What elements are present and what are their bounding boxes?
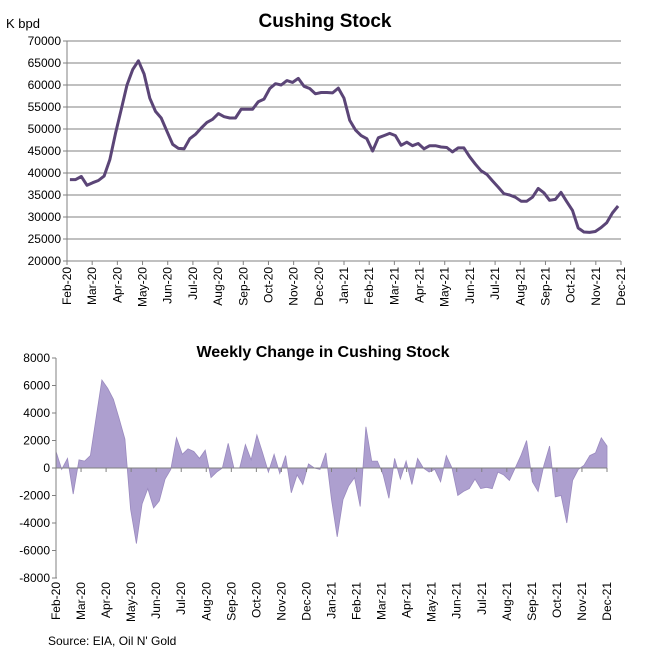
chart2-x-tick-label: Jul-20: [174, 582, 188, 615]
chart2-y-tick-label: 8000: [23, 351, 50, 365]
chart1-x-tick-label: Nov-20: [287, 267, 301, 306]
chart1-x-tick-label: Jul-20: [186, 267, 200, 300]
chart1-x-tick-label: Oct-20: [261, 267, 275, 303]
chart1-y-ticks: 20000 25000 30000 35000 40000 45000 50000 55000…: [28, 34, 67, 268]
chart1-x-tick-label: Dec-21: [614, 267, 628, 306]
chart1-x-tick-label: Dec-20: [312, 267, 326, 306]
chart1-x-tick-label: Sep-21: [538, 267, 552, 306]
chart2-x-tick-label: Apr-21: [400, 582, 414, 618]
chart1-y-tick-label: 20000: [28, 254, 62, 268]
chart2-x-tick-label: Jan-21: [325, 582, 339, 619]
chart1-y-tick-label: 35000: [28, 188, 62, 202]
source-note: Source: EIA, Oil N' Gold: [48, 634, 177, 648]
chart1-x-tick-label: Nov-21: [589, 267, 603, 306]
chart2-y-tick-label: -4000: [19, 516, 50, 530]
chart1-y-tick-label: 30000: [28, 210, 62, 224]
chart1-y-tick-label: 65000: [28, 56, 62, 70]
chart1-x-tick-label: Mar-20: [85, 267, 99, 305]
chart2-y-tick-label: -8000: [19, 571, 50, 585]
chart2-x-tick-label: Mar-21: [375, 582, 389, 620]
cushing-stock-chart: Cushing Stock K bpd 20000 25000 30000 35000…: [6, 11, 628, 308]
chart1-x-tick-label: Oct-21: [564, 267, 578, 303]
chart2-y-tick-label: -6000: [19, 544, 50, 558]
chart1-y-tick-label: 45000: [28, 144, 62, 158]
chart1-x-tick-label: Jun-20: [161, 267, 175, 304]
cushing-stock-line: [69, 59, 620, 234]
chart2-x-tick-label: Apr-20: [99, 582, 113, 618]
chart2-x-tick-label: Dec-20: [299, 582, 313, 621]
chart2-x-tick-label: Aug-20: [199, 582, 213, 621]
weekly-change-area: [55, 378, 608, 544]
chart2-title: Weekly Change in Cushing Stock: [196, 344, 449, 361]
chart2-x-tick-label: May-21: [425, 582, 439, 622]
chart1-x-ticks: Feb-20 Mar-20 Apr-20 May-20 Jun-20 Jul-20 Aug-…: [60, 261, 628, 307]
chart1-x-tick-label: May-21: [438, 267, 452, 307]
weekly-change-chart: Weekly Change in Cushing Stock -8000 -600…: [0, 330, 653, 630]
chart1-x-tick-label: Jan-21: [337, 267, 351, 304]
chart2-x-tick-label: Feb-21: [350, 582, 364, 620]
chart2-y-tick-label: 6000: [23, 379, 50, 393]
chart1-y-tick-label: 50000: [28, 122, 62, 136]
chart1-x-tick-label: Aug-20: [211, 267, 225, 306]
chart2-x-tick-label: Jul-21: [475, 582, 489, 615]
chart2-x-tick-label: Mar-20: [74, 582, 88, 620]
chart1-x-tick-label: Mar-21: [387, 267, 401, 305]
chart2-x-tick-label: Nov-20: [274, 582, 288, 621]
chart2-y-tick-label: 4000: [23, 406, 50, 420]
chart1-x-tick-label: Feb-20: [60, 267, 74, 305]
chart2-x-tick-label: Sep-21: [525, 582, 539, 621]
chart1-y-tick-label: 55000: [28, 100, 62, 114]
chart1-x-tick-label: May-20: [136, 267, 150, 307]
chart2-x-tick-label: Feb-20: [49, 582, 63, 620]
chart1-x-tick-label: Sep-20: [236, 267, 250, 306]
chart2-y-ticks: -8000 -6000 -4000 -2000 0 2000 4000 6000 8000: [19, 351, 56, 585]
chart1-gridlines: [67, 40, 621, 262]
chart2-y-tick-label: -2000: [19, 489, 50, 503]
chart1-x-tick-label: Apr-21: [413, 267, 427, 303]
chart2-x-ticks: Feb-20 Mar-20 Apr-20 May-20 Jun-20 Jul-20 Aug-…: [49, 468, 614, 622]
chart1-y-tick-label: 25000: [28, 232, 62, 246]
chart2-y-tick-label: 0: [43, 461, 50, 475]
chart2-x-tick-label: Oct-20: [249, 582, 263, 618]
chart2-x-tick-label: Sep-20: [224, 582, 238, 621]
chart1-title: Cushing Stock: [258, 11, 391, 32]
chart1-y-tick-label: 40000: [28, 166, 62, 180]
chart2-x-tick-label: Dec-21: [600, 582, 614, 621]
chart1-x-tick-label: Feb-21: [362, 267, 376, 305]
chart1-y-tick-label: 70000: [28, 34, 62, 48]
chart2-x-tick-label: Nov-21: [575, 582, 589, 621]
chart2-x-tick-label: Aug-21: [500, 582, 514, 621]
chart1-x-tick-label: Apr-20: [110, 267, 124, 303]
chart1-x-tick-label: Jun-21: [463, 267, 477, 304]
chart1-x-tick-label: Jul-21: [488, 267, 502, 300]
chart2-x-tick-label: Oct-21: [550, 582, 564, 618]
chart1-ylabel: K bpd: [6, 16, 40, 31]
chart1-x-tick-label: Aug-21: [513, 267, 527, 306]
chart2-x-tick-label: Jun-20: [149, 582, 163, 619]
chart1-y-tick-label: 60000: [28, 78, 62, 92]
chart2-y-tick-label: 2000: [23, 434, 50, 448]
chart2-x-tick-label: Jun-21: [450, 582, 464, 619]
chart2-x-tick-label: May-20: [124, 582, 138, 622]
